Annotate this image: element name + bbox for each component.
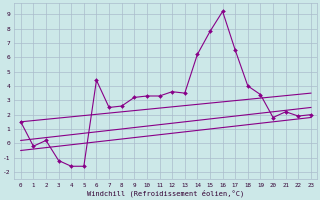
X-axis label: Windchill (Refroidissement éolien,°C): Windchill (Refroidissement éolien,°C): [87, 190, 244, 197]
